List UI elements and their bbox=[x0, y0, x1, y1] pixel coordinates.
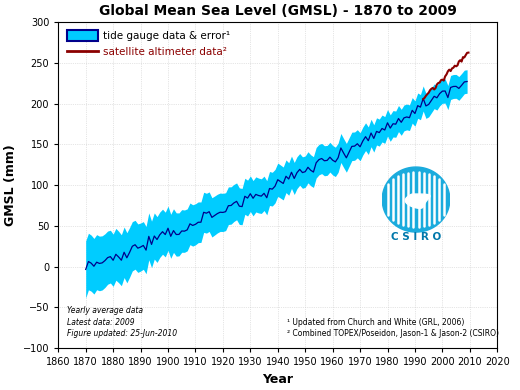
Polygon shape bbox=[382, 167, 450, 232]
Text: Yearly average data
Latest data: 2009
Figure updated: 25-Jun-2010: Yearly average data Latest data: 2009 Fi… bbox=[67, 306, 177, 339]
X-axis label: Year: Year bbox=[262, 373, 293, 386]
Title: Global Mean Sea Level (GMSL) - 1870 to 2009: Global Mean Sea Level (GMSL) - 1870 to 2… bbox=[99, 4, 457, 18]
Text: C S I R O: C S I R O bbox=[391, 232, 441, 242]
Legend: tide gauge data & error¹, satellite altimeter data²: tide gauge data & error¹, satellite alti… bbox=[62, 26, 235, 62]
Y-axis label: GMSL (mm): GMSL (mm) bbox=[4, 144, 17, 226]
Polygon shape bbox=[405, 194, 430, 208]
Text: ¹ Updated from Church and White (GRL, 2006)
² Combined TOPEX/Poseidon, Jason-1 &: ¹ Updated from Church and White (GRL, 20… bbox=[287, 318, 499, 339]
